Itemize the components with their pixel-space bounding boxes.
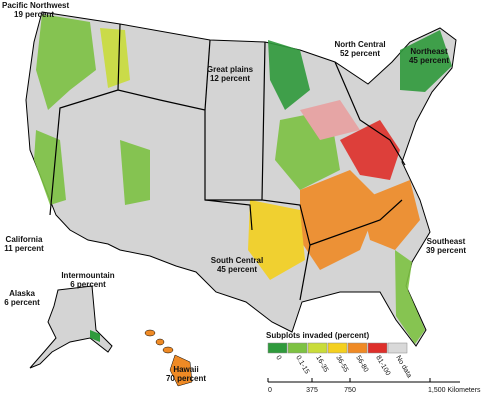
- legend-label: 36-55: [334, 355, 349, 374]
- region-name: Northeast: [410, 47, 448, 56]
- legend-label: 16-35: [314, 355, 329, 374]
- scale-label: 1,500 Kilometers: [428, 387, 481, 394]
- region-percent: 39 percent: [426, 246, 466, 255]
- alaska: [29, 285, 113, 369]
- alaska-patch: [90, 330, 100, 342]
- scale-label: 0: [268, 387, 272, 394]
- region-name: South Central: [211, 256, 263, 265]
- legend-label: 0.1-15: [294, 355, 310, 376]
- region-name: North Central: [334, 40, 385, 49]
- scale-label: 375: [306, 387, 318, 394]
- legend-swatch: [387, 342, 408, 354]
- region-name: Great plains: [207, 65, 254, 74]
- legend-swatch: [347, 342, 368, 354]
- region-percent: 70 percent: [166, 374, 206, 383]
- region-percent: 45 percent: [409, 56, 449, 65]
- region-percent: 19 percent: [14, 10, 54, 19]
- region-name: Pacific Northwest: [2, 1, 69, 10]
- region-percent: 45 percent: [217, 265, 257, 274]
- legend-swatch: [307, 342, 328, 354]
- legend-title: Subplots invaded (percent): [266, 331, 369, 340]
- region-boundaries: [49, 23, 406, 301]
- region-percent: 12 percent: [210, 74, 250, 83]
- region-name: Hawaii: [173, 365, 198, 374]
- region-percent: 6 percent: [70, 280, 106, 289]
- legend-swatch: [287, 342, 308, 354]
- legend-label: 0: [274, 355, 282, 362]
- legend-label: No data: [394, 355, 412, 380]
- hawaii: [144, 329, 193, 387]
- legend-label: 81-100: [374, 355, 391, 377]
- region-percent: 6 percent: [4, 298, 40, 307]
- region-name: California: [6, 235, 43, 244]
- legend-swatch: [267, 342, 288, 354]
- legend-label: 56-80: [354, 355, 369, 374]
- region-percent: 52 percent: [340, 49, 380, 58]
- invasion-patches: [34, 14, 452, 344]
- region-name: Southeast: [427, 237, 466, 246]
- region-name: Intermountain: [61, 271, 114, 280]
- legend-swatch: [327, 342, 348, 354]
- legend-swatch: [367, 342, 388, 354]
- us-outline: [25, 11, 457, 347]
- region-name: Alaska: [9, 289, 35, 298]
- region-percent: 11 percent: [4, 244, 44, 253]
- scale-label: 750: [344, 387, 356, 394]
